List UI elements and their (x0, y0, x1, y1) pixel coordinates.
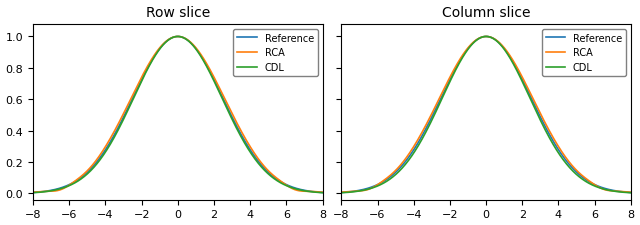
RCA (255, 159, 263, 162)
Reference (367, 186, 375, 189)
CDL (454, 64, 462, 67)
RCA (174, 36, 182, 39)
Title: Row slice: Row slice (146, 6, 210, 20)
CDL (255, 163, 263, 166)
CDL (319, 191, 326, 194)
CDL (627, 191, 635, 194)
RCA (367, 187, 375, 190)
RCA (465, 46, 473, 49)
Reference (174, 36, 182, 39)
CDL (482, 36, 490, 39)
RCA (627, 191, 635, 194)
CDL (29, 191, 37, 194)
Reference (482, 36, 490, 39)
Line: CDL: CDL (341, 37, 631, 193)
Line: CDL: CDL (33, 37, 323, 193)
CDL (337, 191, 345, 194)
Line: Reference: Reference (341, 37, 631, 193)
Line: RCA: RCA (341, 37, 631, 192)
Legend: Reference, RCA, CDL: Reference, RCA, CDL (234, 30, 317, 77)
CDL (367, 187, 375, 190)
Line: Reference: Reference (33, 37, 323, 193)
Reference (454, 63, 462, 65)
Legend: Reference, RCA, CDL: Reference, RCA, CDL (542, 30, 626, 77)
Reference (29, 191, 37, 194)
CDL (465, 47, 473, 50)
Reference (157, 47, 164, 50)
Reference (255, 161, 263, 164)
RCA (157, 46, 164, 49)
CDL (59, 187, 67, 190)
Reference (59, 186, 67, 189)
CDL (157, 47, 164, 50)
Reference (319, 191, 326, 194)
Reference (465, 47, 473, 50)
Reference (564, 161, 572, 164)
CDL (260, 169, 268, 172)
Reference (260, 167, 268, 170)
CDL (564, 164, 572, 167)
Title: Column slice: Column slice (442, 6, 531, 20)
CDL (174, 36, 182, 39)
Reference (569, 167, 577, 170)
Reference (627, 191, 635, 194)
Reference (228, 116, 236, 119)
RCA (337, 191, 345, 194)
RCA (482, 36, 490, 39)
RCA (454, 61, 462, 64)
RCA (147, 61, 154, 64)
RCA (319, 191, 326, 194)
Reference (147, 63, 154, 65)
Reference (536, 116, 544, 119)
Reference (337, 191, 345, 194)
CDL (147, 64, 154, 66)
CDL (228, 119, 236, 121)
RCA (569, 165, 577, 168)
RCA (29, 191, 37, 194)
RCA (260, 165, 268, 168)
RCA (536, 113, 544, 116)
Line: RCA: RCA (33, 37, 323, 192)
RCA (564, 159, 572, 161)
CDL (536, 119, 544, 122)
RCA (228, 113, 236, 116)
RCA (59, 188, 67, 190)
CDL (569, 170, 577, 172)
